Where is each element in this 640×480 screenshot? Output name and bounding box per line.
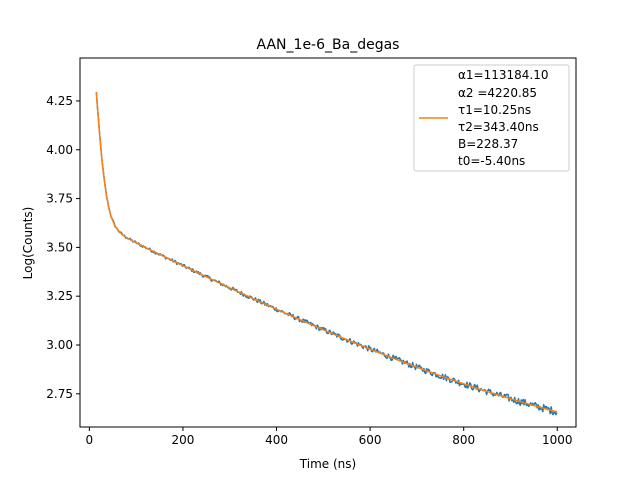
legend-box	[413, 64, 570, 172]
x-axis: 0 200 400 600 800 1000	[86, 427, 573, 447]
x-axis-label: Time (ns)	[299, 457, 356, 471]
legend-line-b: B=228.37	[458, 137, 518, 151]
x-tick-label: 600	[359, 433, 382, 447]
legend-line-tau2: τ2=343.40ns	[458, 120, 539, 134]
legend: α1=113184.10 α2 =4220.85 τ1=10.25ns τ2=3…	[413, 64, 570, 172]
y-tick-label: 3.75	[46, 192, 73, 206]
legend-line-tau1: τ1=10.25ns	[458, 103, 531, 117]
y-tick-label: 2.75	[46, 387, 73, 401]
y-axis-label: Log(Counts)	[21, 207, 35, 280]
series-layer	[95, 91, 558, 416]
x-tick-label: 800	[452, 433, 475, 447]
x-tick-label: 200	[171, 433, 194, 447]
y-tick-label: 3.25	[46, 289, 73, 303]
y-axis: 2.75 3.00 3.25 3.50 3.75 4.00 4.25	[46, 94, 80, 401]
x-tick-label: 400	[265, 433, 288, 447]
data-series-line	[95, 91, 558, 416]
plot-frame	[79, 57, 577, 428]
y-tick-label: 4.25	[46, 94, 73, 108]
y-tick-label: 3.50	[46, 240, 73, 254]
legend-line-alpha2: α2 =4220.85	[458, 86, 537, 100]
chart-title: AAN_1e-6_Ba_degas	[257, 37, 400, 53]
x-tick-label: 0	[86, 433, 94, 447]
y-tick-label: 4.00	[46, 143, 73, 157]
legend-line-t0: t0=-5.40ns	[458, 154, 525, 168]
x-tick-label: 1000	[542, 433, 573, 447]
y-tick-label: 3.00	[46, 338, 73, 352]
plot-area	[79, 57, 577, 428]
fit-series-line	[95, 92, 558, 413]
legend-line-alpha1: α1=113184.10	[458, 68, 549, 82]
